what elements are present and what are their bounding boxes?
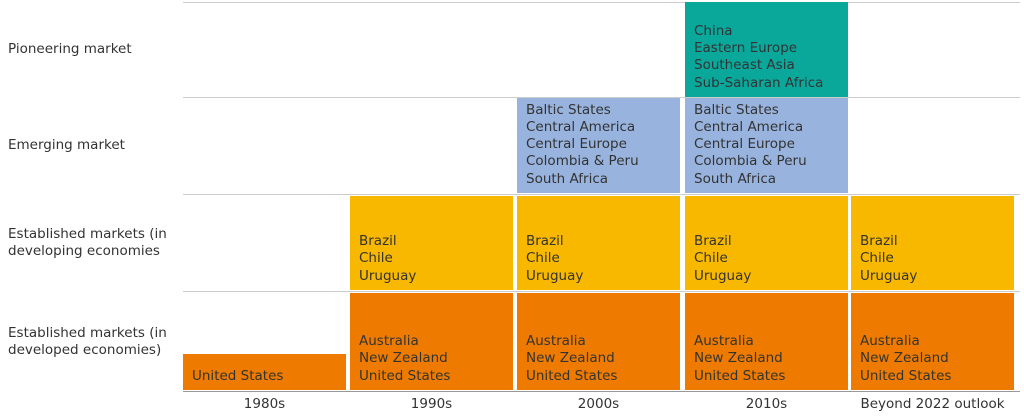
country: Brazil [359, 233, 397, 250]
row-label: Established markets (in developing econo… [8, 226, 167, 259]
country: Brazil [526, 233, 564, 250]
country: United States [860, 367, 952, 384]
market-cell: Brazil Chile Uruguay [350, 196, 513, 290]
country: United States [526, 367, 618, 384]
row-separator [183, 194, 1020, 195]
country: Australia [526, 333, 586, 350]
country: Southeast Asia [694, 57, 795, 74]
market-cell: Baltic States Central America Central Euro… [517, 98, 680, 193]
row-label: Pioneering market [8, 40, 132, 57]
row-label: Established markets (in developed econom… [8, 324, 167, 358]
country: Australia [860, 333, 920, 350]
country: Sub-Saharan Africa [694, 74, 824, 91]
country: Brazil [694, 233, 732, 250]
country: Uruguay [359, 267, 417, 284]
country: Central Europe [694, 136, 795, 153]
country: Uruguay [694, 267, 752, 284]
axis-line [183, 391, 1020, 392]
market-cell: Brazil Chile Uruguay [851, 196, 1014, 290]
country: South Africa [526, 170, 609, 187]
market-cell: Brazil Chile Uruguay [517, 196, 680, 290]
country: Chile [694, 250, 728, 267]
country: Eastern Europe [694, 40, 798, 57]
row-separator [183, 291, 1020, 292]
market-cell: United States [183, 354, 346, 390]
country: New Zealand [860, 350, 949, 367]
country: Central America [526, 118, 636, 135]
column-label: 2010s [745, 396, 788, 412]
row-separator [183, 97, 1020, 98]
country: Baltic States [694, 101, 779, 118]
market-cell: Australia New Zealand United States [350, 293, 513, 390]
country: New Zealand [694, 350, 783, 367]
country: Central America [694, 118, 804, 135]
country: Chile [359, 250, 393, 267]
market-cell: Brazil Chile Uruguay [685, 196, 848, 290]
country: Uruguay [860, 267, 918, 284]
country: Brazil [860, 233, 898, 250]
country: Central Europe [526, 136, 627, 153]
country: Chile [860, 250, 894, 267]
country: United States [192, 367, 284, 384]
row-separator [183, 2, 1020, 3]
country: Uruguay [526, 267, 584, 284]
column-label: 2000s [577, 396, 620, 412]
country: New Zealand [359, 350, 448, 367]
country: Australia [359, 333, 419, 350]
market-cell: Australia New Zealand United States [685, 293, 848, 390]
country: New Zealand [526, 350, 615, 367]
country: South Africa [694, 170, 777, 187]
country: China [694, 22, 733, 39]
country: United States [359, 367, 451, 384]
market-cell: Baltic States Central America Central Euro… [685, 98, 848, 193]
row-label: Emerging market [8, 136, 125, 153]
country: Chile [526, 250, 560, 267]
column-label: 1990s [410, 396, 453, 412]
country: Australia [694, 333, 754, 350]
column-label: Beyond 2022 outlook [860, 396, 1005, 412]
country: Colombia & Peru [694, 153, 807, 170]
market-cell: Australia New Zealand United States [517, 293, 680, 390]
country: Baltic States [526, 101, 611, 118]
market-cell: Australia New Zealand United States [851, 293, 1014, 390]
market-cell: China Eastern Europe Southeast Asia Sub-Sah… [685, 2, 848, 97]
country: Colombia & Peru [526, 153, 639, 170]
country: United States [694, 367, 786, 384]
column-label: 1980s [243, 396, 286, 412]
